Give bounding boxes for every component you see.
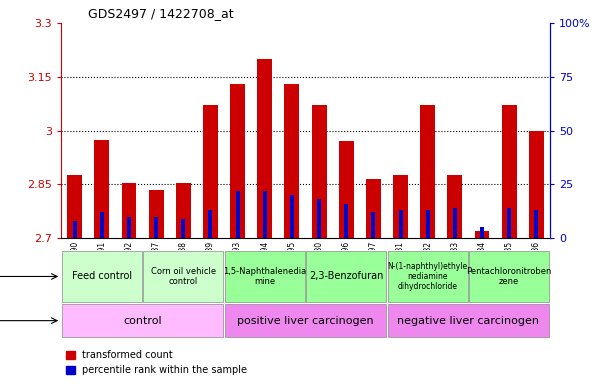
Bar [62,304,224,337]
Bar [176,182,191,238]
Text: control: control [123,316,162,326]
Bar [387,251,468,302]
Text: GDS2497 / 1422708_at: GDS2497 / 1422708_at [88,7,233,20]
Legend: transformed count, percentile rank within the sample: transformed count, percentile rank withi… [66,351,247,375]
Bar [203,106,218,238]
Text: positive liver carcinogen: positive liver carcinogen [237,316,374,326]
Bar [475,231,489,238]
Text: negative liver carcinogen: negative liver carcinogen [397,316,540,326]
Bar [225,304,386,337]
Bar [257,59,273,238]
Bar [230,84,245,238]
Bar [208,210,213,238]
Text: 2,3-Benzofuran: 2,3-Benzofuran [309,271,384,281]
Bar [344,204,348,238]
Bar [507,208,511,238]
Bar [62,251,142,302]
Bar [285,84,299,238]
Bar [371,212,375,238]
Bar [148,190,164,238]
Text: 1,5-Naphthalenedia
mine: 1,5-Naphthalenedia mine [223,267,306,286]
Bar [398,210,403,238]
Bar [317,199,321,238]
Text: Feed control: Feed control [71,271,132,281]
Bar [127,217,131,238]
Bar [366,179,381,238]
Bar [236,191,240,238]
Bar [67,175,82,238]
Bar [387,304,549,337]
Bar [480,227,484,238]
Text: Corn oil vehicle
control: Corn oil vehicle control [151,267,216,286]
Bar [426,210,430,238]
Bar [290,195,294,238]
Bar [502,106,517,238]
Bar [529,131,544,238]
Bar [100,212,104,238]
Text: Pentachloronitroben
zene: Pentachloronitroben zene [466,267,552,286]
Bar [447,175,463,238]
Bar [306,251,386,302]
Bar [453,208,457,238]
Bar [534,210,538,238]
Bar [312,106,326,238]
Bar [393,175,408,238]
Bar [420,106,435,238]
Bar [73,221,77,238]
Bar [225,251,305,302]
Bar [122,182,136,238]
Bar [181,219,185,238]
Bar [94,139,109,238]
Bar [143,251,224,302]
Bar [154,217,158,238]
Text: N-(1-naphthyl)ethyle
nediamine
dihydrochloride: N-(1-naphthyl)ethyle nediamine dihydroch… [387,262,468,291]
Bar [338,141,354,238]
Bar [263,191,267,238]
Bar [469,251,549,302]
